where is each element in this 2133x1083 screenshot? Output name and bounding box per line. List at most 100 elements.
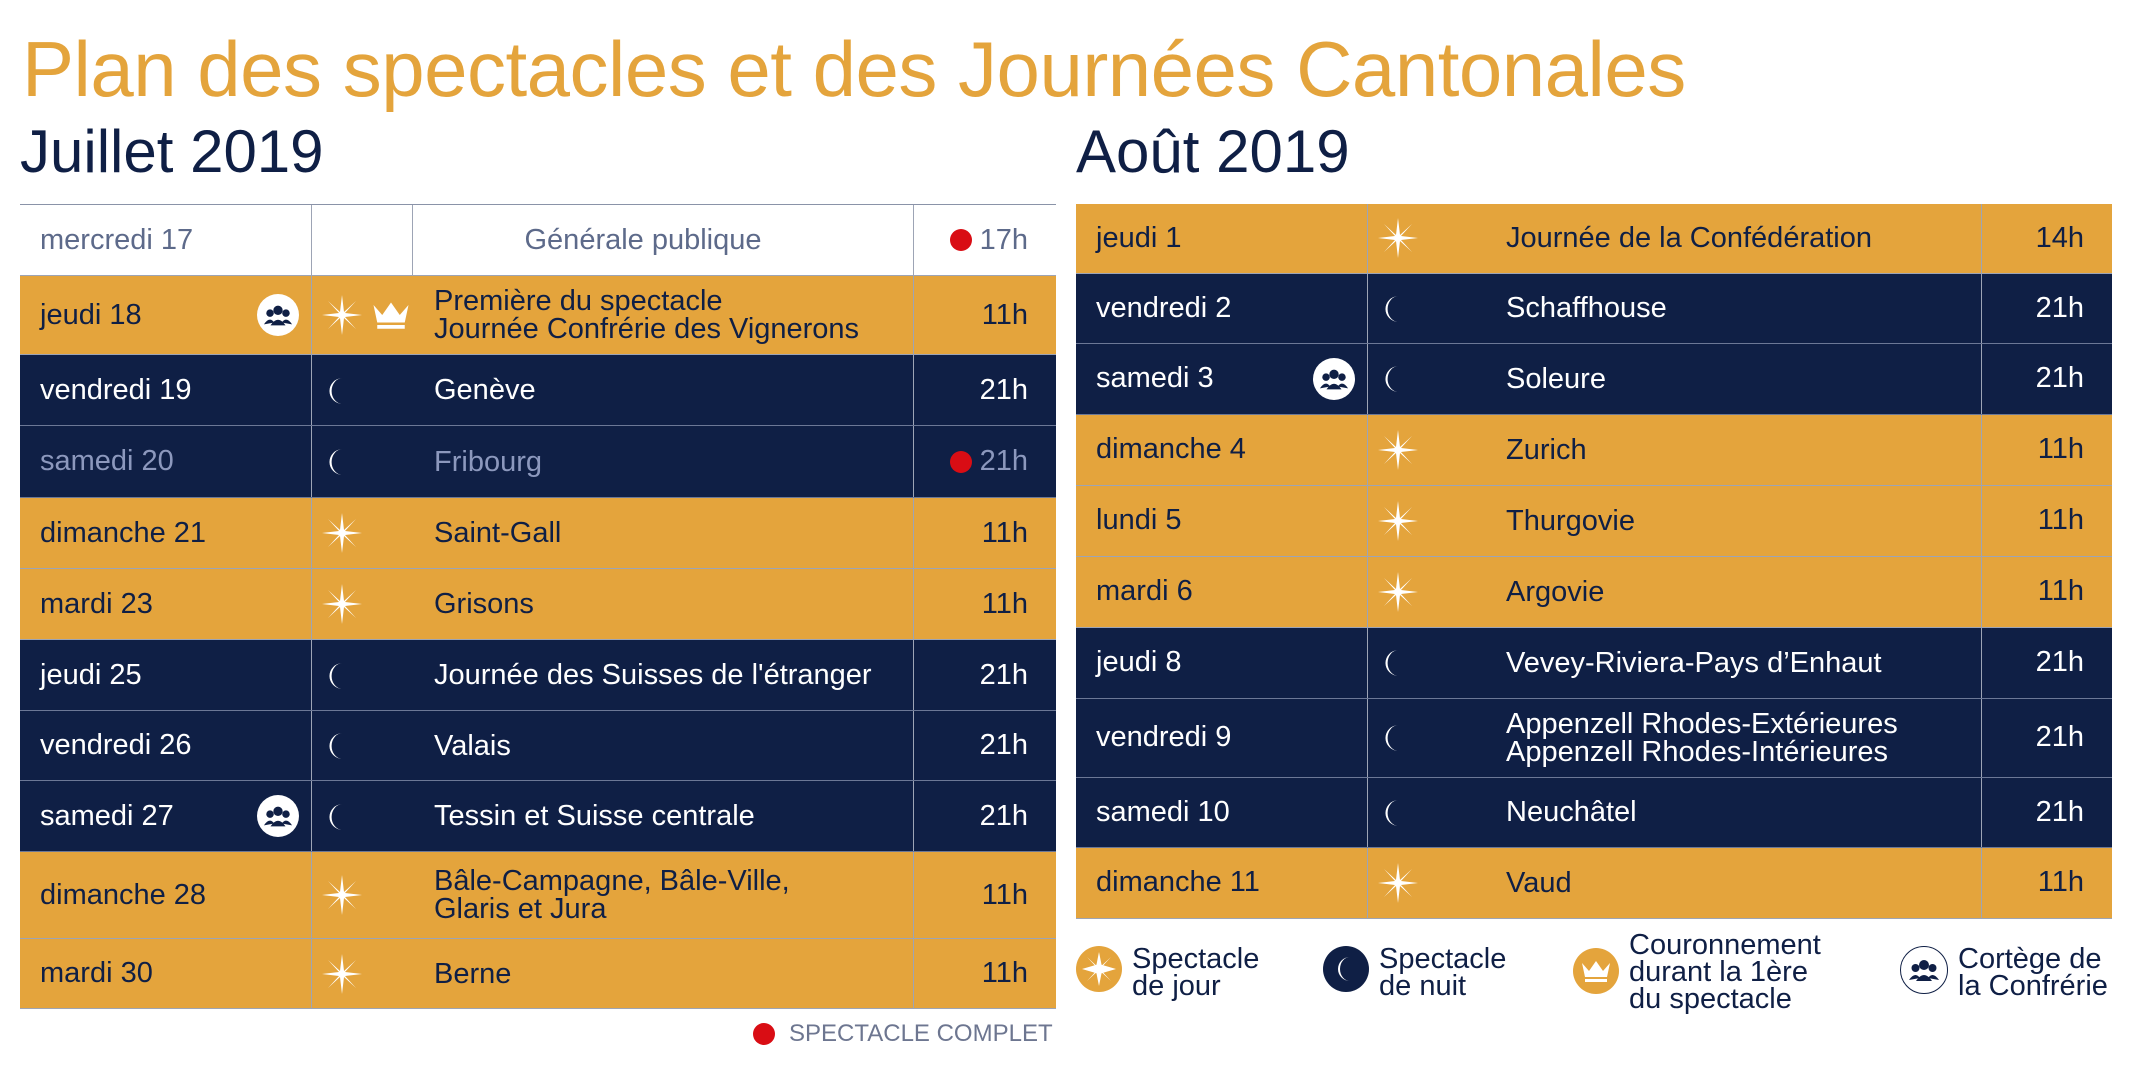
schedule-row: dimanche 11 Vaud 11h (1076, 847, 2112, 919)
time-cell: 21h (1980, 698, 2112, 778)
day-label: lundi 5 (1096, 504, 1182, 536)
day-label: samedi 3 (1096, 362, 1214, 394)
schedule-row: mardi 23 Grisons 11h (20, 568, 1056, 640)
time-label: 21h (979, 373, 1028, 406)
moon-icon (322, 660, 354, 692)
moon-icon (1323, 946, 1369, 992)
event-cell: Grisons (412, 568, 913, 640)
august-heading: Août 2019 (1076, 118, 1350, 185)
event-name: Appenzell Rhodes-Extérieures Appenzell R… (1506, 707, 1898, 768)
schedule-row: mardi 6 Argovie 11h (1076, 556, 2112, 628)
event-name: Saint-Gall (434, 517, 562, 549)
day-label: mardi 23 (40, 587, 153, 620)
schedule-row: vendredi 26 Valais 21h (20, 710, 1056, 781)
moon-icon (1378, 647, 1410, 679)
moon-icon (322, 446, 354, 478)
event-name: Schaffhouse (1506, 292, 1667, 324)
event-name: Argovie (1506, 575, 1605, 608)
icon-cell (310, 639, 412, 711)
complet-note-label: SPECTACLE COMPLET (789, 1020, 1053, 1047)
day-cell: mardi 30 (20, 938, 311, 1009)
day-label: mercredi 17 (40, 223, 194, 256)
time-label: 11h (981, 957, 1028, 989)
star-icon (321, 953, 362, 994)
schedule-row: samedi 20 Fribourg 21h (20, 425, 1056, 498)
schedule-row: vendredi 2 Schaffhouse 21h (1076, 273, 2112, 344)
event-cell: Journée de la Confédération (1468, 204, 1981, 274)
star-icon (321, 584, 362, 624)
time-cell: 11h (1980, 847, 2112, 919)
icon-cell (310, 780, 412, 852)
time-label: 21h (979, 445, 1028, 477)
day-cell: mardi 6 (1076, 556, 1367, 628)
legend-cortege-label: Cortège de la Confrérie (1958, 943, 2108, 1002)
icon-cell (1366, 847, 1468, 919)
icon-cell (1366, 698, 1468, 778)
time-cell: 17h (912, 204, 1056, 276)
august-schedule-table: jeudi 1 Journée de la Confédération 14h ven… (1076, 204, 2112, 919)
time-label: 11h (981, 878, 1028, 911)
schedule-row: jeudi 8 Vevey-Riviera-Pays d’Enhaut 21h (1076, 627, 2112, 699)
group-icon (256, 294, 299, 336)
star-icon (1377, 571, 1418, 612)
day-cell: jeudi 25 (20, 639, 311, 711)
event-cell: Première du spectacle Journée Confrérie … (412, 275, 913, 355)
legend-jour: Spectacle de jour (1076, 945, 1259, 1001)
day-cell: vendredi 19 (20, 354, 311, 426)
group-icon (256, 795, 299, 837)
day-label: dimanche 28 (40, 878, 207, 911)
time-cell: 21h (912, 425, 1056, 498)
day-cell: mardi 23 (20, 568, 311, 640)
schedule-row: vendredi 9 Appenzell Rhodes-Extérieures A… (1076, 698, 2112, 778)
icon-cell (1366, 343, 1468, 415)
icon-cell (1366, 777, 1468, 848)
time-cell: 21h (912, 710, 1056, 781)
day-label: vendredi 26 (40, 729, 192, 761)
time-label: 11h (2037, 866, 2084, 898)
event-name: Fribourg (434, 445, 542, 478)
day-cell: dimanche 28 (20, 851, 311, 939)
star-icon (321, 875, 362, 915)
day-label: jeudi 8 (1096, 646, 1182, 678)
time-label: 21h (2035, 291, 2084, 324)
day-cell: samedi 10 (1076, 777, 1367, 848)
legend-nuit-label: Spectacle de nuit (1379, 943, 1507, 1002)
moon-icon (1378, 722, 1410, 754)
day-cell: jeudi 1 (1076, 204, 1367, 274)
complet-dot-icon (949, 229, 972, 251)
time-cell: 11h (1980, 556, 2112, 628)
time-cell: 11h (912, 938, 1056, 1009)
time-cell: 11h (1980, 485, 2112, 557)
event-name: Genève (434, 374, 536, 406)
event-cell: Générale publique (411, 204, 913, 276)
time-label: 21h (979, 729, 1028, 761)
group-icon (1900, 946, 1948, 994)
icon-cell (310, 710, 412, 781)
day-label: samedi 20 (40, 445, 174, 477)
icon-cell (1366, 204, 1468, 274)
schedule-row: mercredi 17 Générale publique 17h (20, 204, 1056, 276)
icon-cell (1366, 556, 1468, 628)
time-label: 14h (2035, 221, 2084, 254)
schedule-row: vendredi 19 Genève 21h (20, 354, 1056, 426)
star-icon (321, 513, 362, 553)
event-cell: Bâle-Campagne, Bâle-Ville, Glaris et Jur… (412, 851, 913, 939)
schedule-row: mardi 30 Berne 11h (20, 938, 1056, 1009)
day-label: jeudi 1 (1096, 221, 1182, 254)
icon-cell (310, 851, 412, 939)
crown-icon (372, 300, 410, 330)
schedule-row: jeudi 25 Journée des Suisses de l'étrange… (20, 639, 1056, 711)
event-cell: Saint-Gall (412, 497, 913, 569)
day-label: vendredi 19 (40, 373, 192, 406)
icon-cell (310, 938, 412, 1009)
schedule-row: dimanche 28 Bâle-Campagne, Bâle-Ville, Gl… (20, 851, 1056, 939)
event-cell: Fribourg (412, 425, 913, 498)
day-cell: dimanche 21 (20, 497, 311, 569)
time-cell: 21h (912, 780, 1056, 852)
time-cell: 21h (1980, 777, 2112, 848)
time-cell: 11h (912, 568, 1056, 640)
time-label: 21h (2035, 646, 2084, 678)
schedule-row: samedi 10 Neuchâtel 21h (1076, 777, 2112, 848)
day-cell: dimanche 4 (1076, 414, 1367, 486)
event-name: Zurich (1506, 433, 1587, 466)
